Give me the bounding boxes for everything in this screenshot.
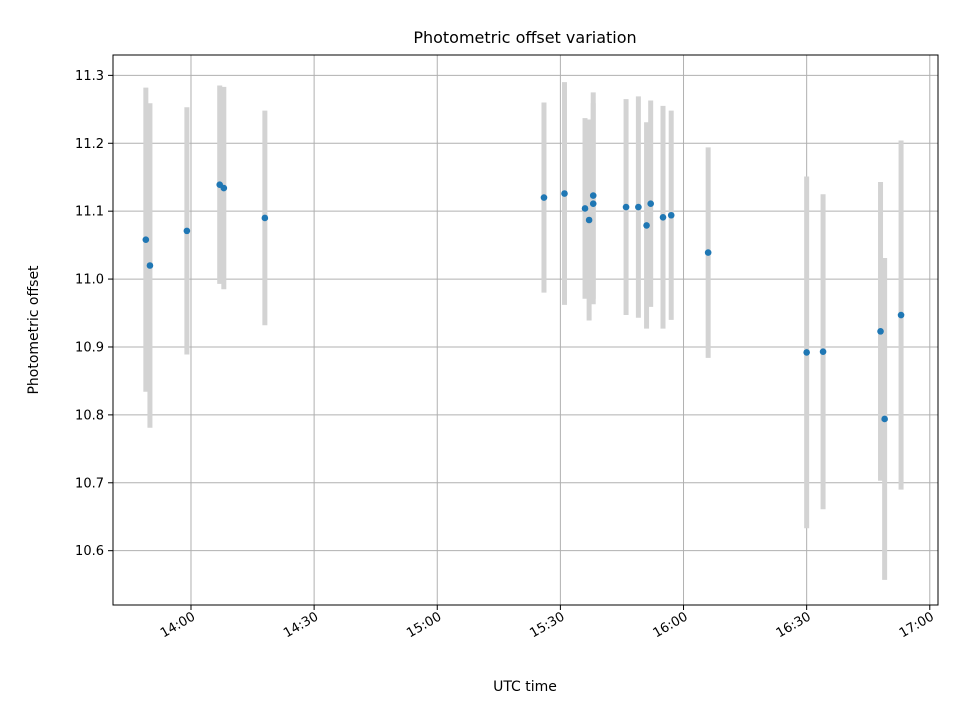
- x-axis-label: UTC time: [493, 679, 557, 695]
- data-point: [819, 348, 827, 356]
- data-point: [585, 216, 593, 224]
- y-axis-ticks: 10.6 10.7 10.8 10.9 11.0 11.1 11.2 11.3: [75, 69, 113, 559]
- data-points: [142, 181, 905, 423]
- y-tick-label: 10.9: [75, 340, 104, 355]
- data-point: [581, 205, 589, 212]
- y-tick-label: 10.7: [75, 476, 104, 491]
- data-point: [589, 192, 597, 199]
- data-point: [667, 211, 675, 219]
- data-point: [643, 222, 650, 229]
- data-point: [540, 194, 548, 201]
- data-point: [261, 214, 269, 222]
- y-tick-label: 11.2: [75, 137, 104, 152]
- data-point: [704, 249, 712, 256]
- data-point: [881, 415, 888, 423]
- y-tick-label: 11.1: [75, 205, 104, 220]
- data-point: [877, 328, 884, 335]
- data-point: [561, 190, 568, 197]
- data-point: [142, 236, 150, 243]
- grid: [113, 55, 938, 605]
- y-axis-label: Photometric offset: [26, 265, 42, 395]
- data-point: [622, 203, 630, 211]
- y-tick-label: 11.0: [75, 273, 104, 288]
- data-point: [146, 262, 154, 269]
- data-point: [803, 349, 810, 356]
- chart-title: Photometric offset variation: [413, 28, 636, 47]
- data-point: [647, 200, 654, 208]
- y-tick-label: 10.8: [75, 408, 104, 423]
- data-point: [897, 311, 905, 319]
- data-point: [183, 227, 191, 235]
- y-tick-label: 10.6: [75, 544, 104, 559]
- data-point: [220, 184, 228, 192]
- data-point: [589, 200, 597, 208]
- data-point: [635, 203, 642, 211]
- plot-frame: [112, 54, 939, 606]
- y-tick-label: 11.3: [75, 69, 104, 84]
- data-point: [659, 213, 667, 221]
